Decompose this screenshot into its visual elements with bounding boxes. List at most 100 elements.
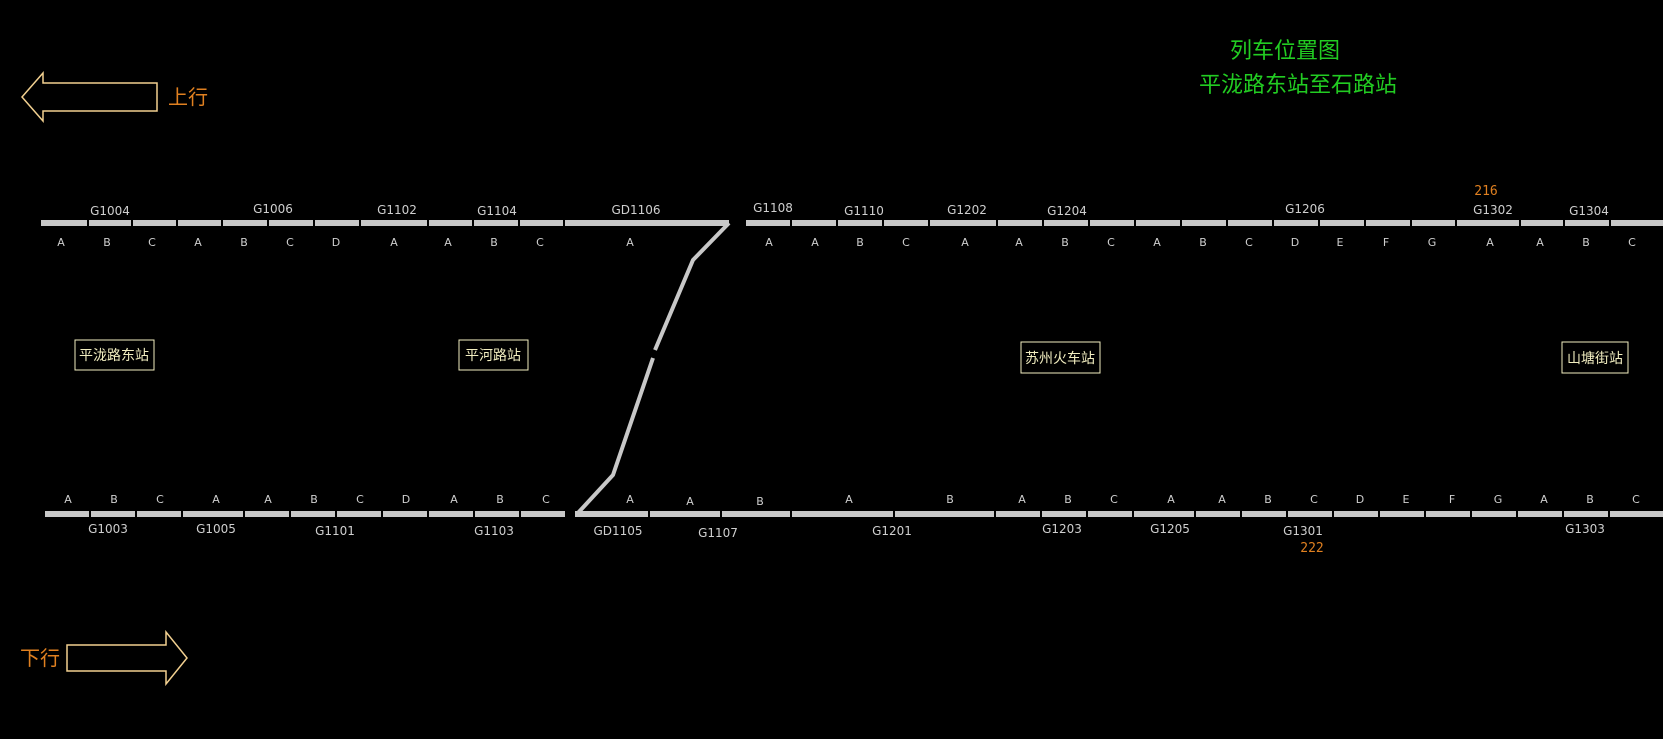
section-label: B [1586,493,1594,506]
section-label: C [1628,236,1636,249]
track-segment[interactable] [895,511,994,517]
section-label: B [1582,236,1590,249]
block-label: G1107 [698,526,738,540]
section-label: D [1291,236,1299,249]
section-label: A [1015,236,1023,249]
track-segment[interactable] [337,511,381,517]
track-segment[interactable] [1426,511,1470,517]
track-segment[interactable] [45,511,89,517]
track-segment[interactable] [178,220,221,226]
track-segment[interactable] [361,220,427,226]
track-segment[interactable] [1090,220,1134,226]
track-segment[interactable] [315,220,359,226]
track-segment[interactable] [1134,511,1194,517]
track-segment[interactable] [474,220,518,226]
track-segment[interactable] [1320,220,1364,226]
track-segment[interactable] [792,220,836,226]
track-segment[interactable] [792,511,893,517]
track-segment[interactable] [475,511,519,517]
track-segment[interactable] [1518,511,1562,517]
section-label: A [765,236,773,249]
track-segment[interactable] [291,511,335,517]
section-label: A [811,236,819,249]
section-label: B [1061,236,1069,249]
track-segment[interactable] [650,511,720,517]
section-label: C [1107,236,1115,249]
crossover-track-lower [575,357,655,516]
track-segment[interactable] [746,220,790,226]
track-segment[interactable] [520,220,563,226]
section-label: C [1110,493,1118,506]
track-segment[interactable] [269,220,313,226]
section-label: C [542,493,550,506]
track-segment[interactable] [1565,220,1609,226]
section-label: D [1356,493,1364,506]
track-segment[interactable] [838,220,882,226]
track-segment[interactable] [245,511,289,517]
track-segment[interactable] [429,511,473,517]
section-label: A [1153,236,1161,249]
section-label: B [240,236,248,249]
track-segment[interactable] [91,511,135,517]
track-segment[interactable] [1274,220,1318,226]
track-segment[interactable] [1196,511,1240,517]
track-segment[interactable] [1042,511,1086,517]
station-pinglonglu-east[interactable]: 平泷路东站 [74,339,155,371]
section-label: C [156,493,164,506]
block-label: G1202 [947,203,987,217]
track-segment[interactable] [1182,220,1226,226]
up-direction-label: 上行 [168,85,208,109]
station-suzhou-railway[interactable]: 苏州火车站 [1020,341,1101,374]
track-segment[interactable] [565,220,729,226]
section-label: A [444,236,452,249]
track-segment[interactable] [1610,511,1663,517]
section-label: B [1264,493,1272,506]
station-pinghelu[interactable]: 平河路站 [458,339,529,371]
track-segment[interactable] [383,511,427,517]
section-label: A [961,236,969,249]
track-segment[interactable] [722,511,790,517]
section-label: A [212,493,220,506]
train-id[interactable]: 216 [1474,184,1497,199]
station-label: 平河路站 [465,348,521,364]
section-label: A [686,495,694,508]
track-segment[interactable] [89,220,131,226]
track-segment[interactable] [429,220,472,226]
track-segment[interactable] [41,220,87,226]
track-segment[interactable] [930,220,996,226]
crossover-track [653,221,731,351]
down-direction-label: 下行 [20,646,60,670]
track-segment[interactable] [223,220,267,226]
track-segment[interactable] [575,511,648,517]
track-segment[interactable] [1288,511,1332,517]
block-label: G1201 [872,524,912,538]
track-segment[interactable] [1611,220,1663,226]
track-segment[interactable] [1472,511,1516,517]
track-segment[interactable] [1564,511,1608,517]
track-segment[interactable] [1228,220,1272,226]
section-label: A [845,493,853,506]
track-segment[interactable] [1334,511,1378,517]
section-label: B [1199,236,1207,249]
track-segment[interactable] [183,511,243,517]
track-segment[interactable] [1457,220,1519,226]
track-segment[interactable] [1521,220,1563,226]
track-segment[interactable] [998,220,1042,226]
track-segment[interactable] [1088,511,1132,517]
track-segment[interactable] [996,511,1040,517]
track-segment[interactable] [521,511,565,517]
track-segment[interactable] [1136,220,1180,226]
station-label: 平泷路东站 [79,348,149,364]
section-label: C [286,236,294,249]
station-shantangjie[interactable]: 山塘街站 [1561,341,1629,374]
train-id[interactable]: 222 [1300,541,1323,556]
track-segment[interactable] [1366,220,1410,226]
track-segment[interactable] [884,220,928,226]
block-label: G1301 [1283,524,1323,538]
track-segment[interactable] [1412,220,1455,226]
track-segment[interactable] [1380,511,1424,517]
track-segment[interactable] [1044,220,1088,226]
track-segment[interactable] [133,220,176,226]
track-segment[interactable] [137,511,181,517]
track-segment[interactable] [1242,511,1286,517]
